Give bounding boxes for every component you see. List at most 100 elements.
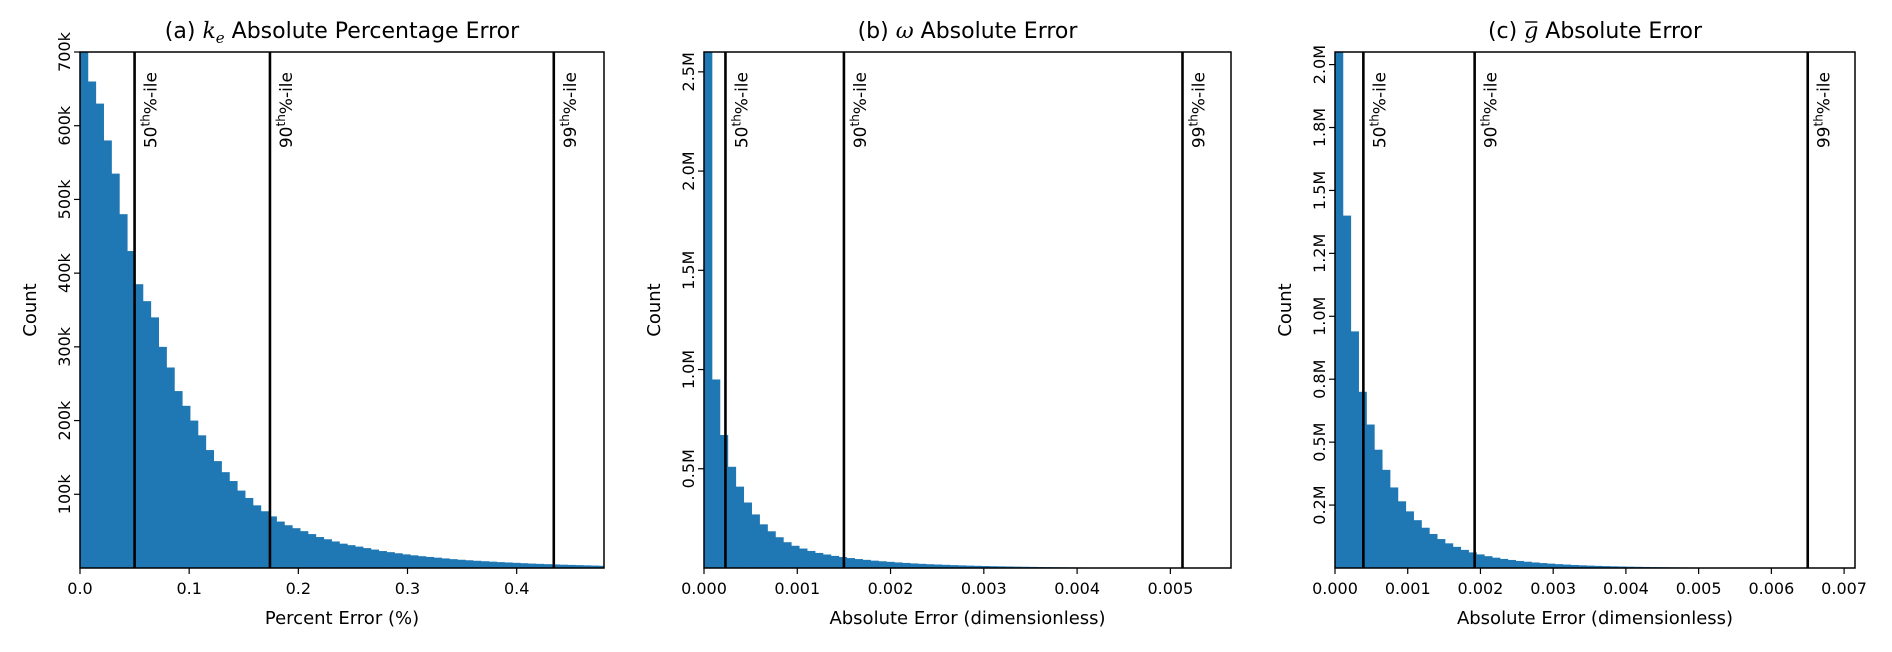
histogram-bar xyxy=(417,556,427,568)
percentile-label-90: 90th%-ile xyxy=(1479,72,1502,148)
histogram-bar xyxy=(386,552,395,568)
histogram-bar xyxy=(347,545,356,568)
histogram-bars xyxy=(80,52,604,568)
histogram-bar xyxy=(520,563,529,568)
title-symbol: g xyxy=(1524,19,1538,44)
percentile-label-90: 90th%-ile xyxy=(848,72,871,148)
histogram-bar xyxy=(80,52,89,568)
panel-a: 50th%-ile 90th%-ile 99th%-ile 0.0 0.1 0.2 0.3 0… xyxy=(20,19,605,629)
histogram-bar xyxy=(1460,549,1469,568)
x-tick-label: 0.003 xyxy=(1530,579,1576,598)
histogram-bar xyxy=(965,565,974,568)
histogram-bar xyxy=(1523,561,1532,568)
histogram-bar xyxy=(551,564,560,568)
percentile-label-50: 50th%-ile xyxy=(139,72,162,148)
histogram-bar xyxy=(590,565,600,568)
y-tick-label: 2.5M xyxy=(679,52,698,91)
histogram-bar xyxy=(1476,554,1485,568)
y-tick-label: 1.0M xyxy=(1310,297,1329,336)
chart-title: (a) ke Absolute Percentage Error xyxy=(165,19,520,47)
histogram-bar xyxy=(1382,469,1391,568)
histogram-bar xyxy=(933,564,943,568)
x-tick-label: 0.005 xyxy=(1676,579,1722,598)
y-tick-label: 0.5M xyxy=(679,449,698,488)
histogram-bar xyxy=(989,566,998,568)
histogram-bar xyxy=(775,537,784,568)
y-tick-label: 0.5M xyxy=(1310,423,1329,462)
histogram-bar xyxy=(902,562,911,568)
y-axis-label: Count xyxy=(644,283,665,336)
histogram-bar xyxy=(807,550,816,568)
histogram-bar xyxy=(307,534,317,568)
y-tick-label: 1.0M xyxy=(679,350,698,389)
histogram-bar xyxy=(95,103,104,568)
histogram-bar xyxy=(119,214,128,568)
y-tick-label: 0.2M xyxy=(1310,485,1329,524)
histogram-bar xyxy=(496,562,505,568)
percentile-label-50: 50th%-ile xyxy=(1367,72,1390,148)
histogram-bar xyxy=(1594,565,1603,568)
percentile-label-99: 99th%-ile xyxy=(1812,72,1835,148)
histogram-bar xyxy=(814,552,824,568)
y-axis-label: Count xyxy=(20,283,41,336)
y-tick-label: 100k xyxy=(55,474,74,515)
histogram-bar xyxy=(1539,563,1548,568)
histogram-bar xyxy=(135,284,144,568)
histogram-bar xyxy=(1397,501,1407,568)
x-tick-label: 0.000 xyxy=(1312,579,1358,598)
histogram-bar xyxy=(925,564,935,568)
x-tick-label: 0.001 xyxy=(774,579,820,598)
histogram-bar xyxy=(1374,449,1383,568)
histogram-bar xyxy=(111,173,120,568)
histogram-bar xyxy=(1617,566,1627,568)
x-tick-label: 0.4 xyxy=(504,579,529,598)
histogram-bars xyxy=(1335,52,1815,568)
histogram-bar xyxy=(480,561,490,568)
panel-b: 50th%-ile 90th%-ile 99th%-ile 0.000 0.001 0.0… xyxy=(644,19,1232,629)
axes-frame xyxy=(703,51,1232,569)
histogram-bar xyxy=(799,548,808,568)
histogram-bar xyxy=(213,461,222,568)
histogram-bar xyxy=(339,543,348,568)
histogram-bar xyxy=(870,560,879,568)
histogram-bar xyxy=(441,558,450,568)
x-tick-label: 0.0 xyxy=(67,579,92,598)
histogram-bar xyxy=(567,564,576,568)
histogram-bar xyxy=(1468,552,1477,568)
histogram-bar xyxy=(166,367,175,568)
histogram-bar xyxy=(190,420,199,568)
histogram-bar xyxy=(1405,511,1414,568)
x-tick-label: 0.002 xyxy=(868,579,914,598)
histogram-bar xyxy=(854,559,863,568)
y-axis-label: Count xyxy=(1275,283,1296,336)
percentile-label-90: 90th%-ile xyxy=(274,72,297,148)
x-tick-label: 0.2 xyxy=(286,579,311,598)
y-tick-label: 400k xyxy=(55,253,74,294)
histogram-bar xyxy=(292,528,301,568)
histogram-bar xyxy=(465,560,474,568)
histogram-bar xyxy=(751,514,760,568)
histogram-bar xyxy=(237,490,246,568)
histogram-bar xyxy=(1609,566,1619,568)
y-tick-label: 700k xyxy=(55,31,74,72)
histogram-bar xyxy=(743,502,752,568)
axes-frame xyxy=(79,51,605,569)
x-tick-label: 0.1 xyxy=(176,579,201,598)
title-symbol: ω xyxy=(896,19,914,44)
histogram-bar xyxy=(846,558,856,568)
y-tick-label: 200k xyxy=(55,400,74,441)
histogram-bar xyxy=(284,525,293,568)
x-tick-label: 0.004 xyxy=(1054,579,1100,598)
x-tick-label: 0.005 xyxy=(1147,579,1193,598)
histogram-bar xyxy=(759,524,768,568)
histogram-bar xyxy=(252,505,262,568)
histogram-bar xyxy=(473,560,482,568)
y-tick-label: 1.5M xyxy=(1310,171,1329,210)
x-tick-label: 0.004 xyxy=(1603,579,1649,598)
histogram-bar xyxy=(1499,558,1509,568)
histogram-bar xyxy=(1350,331,1359,568)
histogram-bar xyxy=(402,554,411,568)
histogram-bar xyxy=(182,405,191,568)
histogram-bar xyxy=(449,559,458,568)
histogram-bar xyxy=(315,537,325,568)
